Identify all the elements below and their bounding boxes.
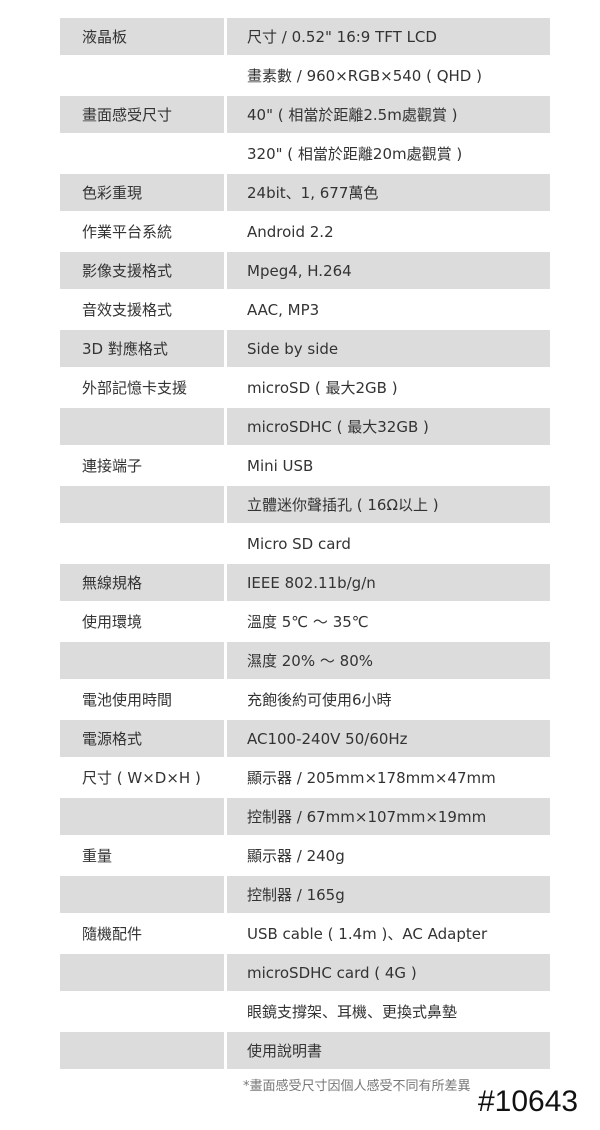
spec-label: 作業平台系統 — [82, 223, 173, 241]
spec-value: 畫素數 / 960×RGB×540 ( QHD ) — [247, 67, 482, 85]
spec-label — [60, 642, 224, 679]
spec-label — [60, 408, 224, 445]
table-row: 使用環境 溫度 5℃ ～ 35℃ — [60, 603, 550, 640]
spec-label — [60, 135, 224, 172]
footnote: *畫面感受尺寸因個人感受不同有所差異 — [243, 1079, 471, 1094]
spec-label — [60, 525, 224, 562]
spec-label: 電源格式 — [60, 720, 224, 757]
table-row: Micro SD card — [60, 525, 550, 562]
spec-label: 液晶板 — [60, 18, 224, 55]
spec-value: 顯示器 / 240g — [247, 847, 345, 865]
table-row: 畫面感受尺寸 40" ( 相當於距離2.5m處觀賞 ) — [60, 96, 550, 133]
watermark-id: #10643 — [478, 1085, 579, 1118]
spec-value: Android 2.2 — [247, 222, 334, 241]
spec-value: Mini USB — [247, 456, 314, 475]
spec-value: microSD ( 最大2GB ) — [247, 379, 398, 397]
spec-value: IEEE 802.11b/g/n — [227, 564, 550, 601]
table-row: 連接端子 Mini USB — [60, 447, 550, 484]
spec-value: 溫度 5℃ ～ 35℃ — [247, 613, 369, 631]
spec-label: 音效支援格式 — [82, 301, 173, 319]
table-row: 控制器 / 67mm×107mm×19mm — [60, 798, 550, 835]
table-row: 控制器 / 165g — [60, 876, 550, 913]
spec-value: 顯示器 / 205mm×178mm×47mm — [247, 769, 496, 787]
table-row: 眼鏡支撐架、耳機、更換式鼻墊 — [60, 993, 550, 1030]
spec-label: 影像支援格式 — [60, 252, 224, 289]
table-row: 影像支援格式 Mpeg4, H.264 — [60, 252, 550, 289]
spec-label: 畫面感受尺寸 — [60, 96, 224, 133]
spec-value: 立體迷你聲插孔 ( 16Ω以上 ) — [227, 486, 550, 523]
table-row: 音效支援格式 AAC, MP3 — [60, 291, 550, 328]
spec-value: Mpeg4, H.264 — [227, 252, 550, 289]
spec-label: 外部記憶卡支援 — [82, 379, 188, 397]
spec-label — [60, 954, 224, 991]
spec-label: 尺寸 ( W×D×H ) — [82, 769, 201, 787]
spec-label — [60, 876, 224, 913]
spec-value: 320" ( 相當於距離20m處觀賞 ) — [247, 145, 463, 163]
table-row: 使用說明書 — [60, 1032, 550, 1069]
table-row: microSDHC ( 最大32GB ) — [60, 408, 550, 445]
table-row: 隨機配件 USB cable ( 1.4m )、AC Adapter — [60, 915, 550, 952]
spec-label: 重量 — [82, 847, 113, 865]
spec-value: 眼鏡支撐架、耳機、更換式鼻墊 — [247, 1003, 458, 1021]
spec-value: USB cable ( 1.4m )、AC Adapter — [247, 925, 488, 943]
table-row: 濕度 20% ～ 80% — [60, 642, 550, 679]
spec-label: 連接端子 — [82, 457, 143, 475]
table-row: 立體迷你聲插孔 ( 16Ω以上 ) — [60, 486, 550, 523]
spec-label: 隨機配件 — [82, 925, 143, 943]
table-row: 液晶板 尺寸 / 0.52" 16:9 TFT LCD — [60, 18, 550, 55]
spec-label — [60, 1032, 224, 1069]
spec-label — [60, 798, 224, 835]
spec-label — [60, 57, 224, 94]
spec-label: 3D 對應格式 — [60, 330, 224, 367]
spec-value: 控制器 / 67mm×107mm×19mm — [227, 798, 550, 835]
spec-value: 濕度 20% ～ 80% — [227, 642, 550, 679]
spec-value: AAC, MP3 — [247, 300, 320, 319]
table-row: 作業平台系統 Android 2.2 — [60, 213, 550, 250]
table-row: microSDHC card ( 4G ) — [60, 954, 550, 991]
spec-label — [60, 486, 224, 523]
table-row: 電源格式 AC100-240V 50/60Hz — [60, 720, 550, 757]
spec-value: Side by side — [227, 330, 550, 367]
spec-label: 無線規格 — [60, 564, 224, 601]
spec-value: microSDHC ( 最大32GB ) — [227, 408, 550, 445]
spec-value: Micro SD card — [247, 534, 351, 553]
spec-value: 40" ( 相當於距離2.5m處觀賞 ) — [227, 96, 550, 133]
spec-value: 尺寸 / 0.52" 16:9 TFT LCD — [227, 18, 550, 55]
table-row: 尺寸 ( W×D×H ) 顯示器 / 205mm×178mm×47mm — [60, 759, 550, 796]
spec-value: microSDHC card ( 4G ) — [227, 954, 550, 991]
spec-value: 24bit、1, 677萬色 — [227, 174, 550, 211]
table-row: 電池使用時間 充飽後約可使用6小時 — [60, 681, 550, 718]
spec-value: 控制器 / 165g — [227, 876, 550, 913]
spec-label: 電池使用時間 — [82, 691, 173, 709]
table-row: 320" ( 相當於距離20m處觀賞 ) — [60, 135, 550, 172]
table-row: 畫素數 / 960×RGB×540 ( QHD ) — [60, 57, 550, 94]
spec-label — [60, 993, 224, 1030]
table-row: 無線規格 IEEE 802.11b/g/n — [60, 564, 550, 601]
spec-value: 使用說明書 — [227, 1032, 550, 1069]
spec-label: 色彩重現 — [60, 174, 224, 211]
table-row: 重量 顯示器 / 240g — [60, 837, 550, 874]
spec-label: 使用環境 — [82, 613, 143, 631]
spec-value: 充飽後約可使用6小時 — [247, 691, 392, 709]
table-row: 色彩重現 24bit、1, 677萬色 — [60, 174, 550, 211]
spec-table: 液晶板 尺寸 / 0.52" 16:9 TFT LCD 畫素數 / 960×RGB×… — [60, 18, 550, 1071]
table-row: 3D 對應格式 Side by side — [60, 330, 550, 367]
table-row: 外部記憶卡支援 microSD ( 最大2GB ) — [60, 369, 550, 406]
spec-value: AC100-240V 50/60Hz — [227, 720, 550, 757]
